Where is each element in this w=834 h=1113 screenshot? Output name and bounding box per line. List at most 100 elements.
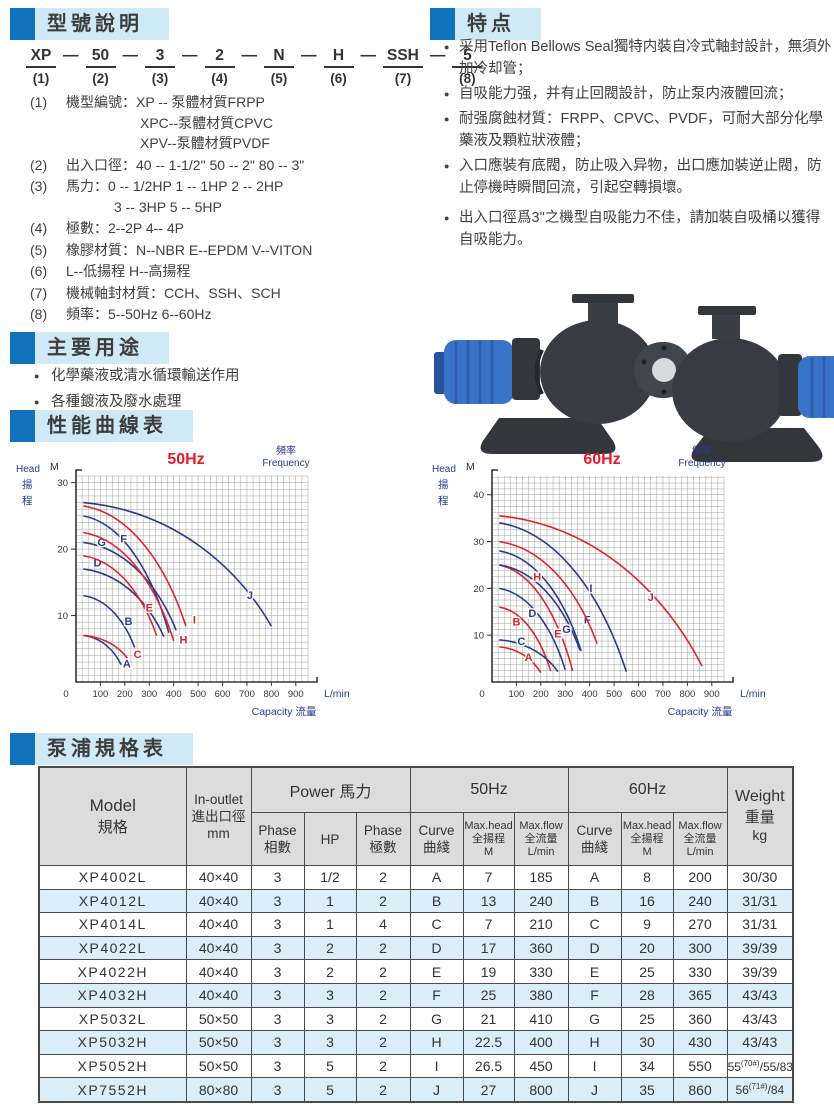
svg-text:60Hz: 60Hz — [583, 451, 620, 468]
item-number: (5) — [30, 241, 48, 258]
curve-I — [83, 505, 187, 627]
data-cell: B — [567, 888, 622, 914]
item-number: (4) — [30, 220, 48, 236]
code-dash: — — [182, 47, 198, 64]
data-cell: 19 — [462, 959, 515, 984]
table-row-XP4002L: XP4002L 40×40 3 1/2 2 A 7 185 A 8 200 30/30 — [38, 865, 794, 890]
col-header-phase: Phase 相數 — [250, 812, 305, 866]
item-text: 極數：2--2P 4-- 4P — [66, 220, 184, 236]
data-cell: I — [567, 1053, 622, 1079]
data-cell: 3 — [303, 982, 357, 1008]
curve-J — [499, 514, 703, 667]
svg-text:800: 800 — [263, 689, 279, 700]
code-segment-(6): H (6) — [323, 47, 354, 87]
data-cell: 3 — [250, 1006, 305, 1032]
spec-table-body: XP4002L 40×40 3 1/2 2 A 7 185 A 8 200 30/30 XP4012L 4… — [38, 865, 794, 1103]
item-text: L--低揚程 H--高揚程 — [66, 263, 191, 279]
data-cell: 360 — [513, 935, 569, 961]
model-explain-item: (4) 極數：2--2P 4-- 4P — [30, 218, 432, 239]
data-cell: 430 — [672, 1030, 728, 1055]
curve-label-C: C — [517, 636, 525, 648]
data-cell: 2 — [355, 1006, 411, 1032]
code-dash: — — [429, 47, 446, 64]
data-cell: 270 — [672, 912, 728, 937]
svg-text:100: 100 — [92, 689, 108, 700]
code-index: (1) — [32, 71, 50, 86]
data-cell: 330 — [513, 959, 569, 984]
code-index: (2) — [92, 71, 109, 86]
data-cell: 25 — [620, 959, 674, 984]
svg-text:10: 10 — [473, 631, 484, 642]
data-cell: 17 — [462, 935, 515, 961]
col-header-maxhead-60: Max.head 全揚程 M — [620, 812, 674, 866]
model-cell: XP5032H — [38, 1030, 187, 1055]
weight-cell: 31/31 — [726, 912, 794, 937]
data-cell: J — [409, 1077, 464, 1103]
data-cell: 3 — [250, 865, 305, 890]
data-cell: D — [567, 935, 622, 961]
data-cell: 380 — [513, 982, 569, 1008]
data-cell: 2 — [355, 959, 411, 984]
data-cell: 1 — [303, 912, 357, 937]
svg-text:Head: Head — [16, 464, 40, 475]
svg-text:M: M — [50, 461, 59, 473]
curve-B — [83, 594, 136, 648]
section-title: 性能曲線表 — [35, 410, 193, 442]
data-cell: 20 — [620, 935, 674, 961]
curve-label-D: D — [94, 557, 102, 569]
code-value: XP — [26, 47, 56, 68]
data-cell: 200 — [672, 865, 728, 890]
section-header-spec-table: 泵浦規格表 — [10, 733, 193, 765]
data-cell: 28 — [620, 982, 674, 1008]
svg-text:50Hz: 50Hz — [167, 451, 204, 468]
data-cell: 40×40 — [185, 935, 252, 961]
feature-bullet: 采用Teflon Bellows Seal獨特内裝自冷式軸封設計，無須外加冷却管… — [444, 36, 834, 80]
curve-label-G: G — [562, 624, 571, 636]
data-cell: 1/2 — [303, 865, 357, 890]
svg-text:300: 300 — [141, 689, 157, 700]
data-cell: 3 — [250, 1053, 305, 1079]
curve-label-H: H — [179, 634, 187, 646]
data-cell: C — [409, 912, 464, 937]
data-cell: H — [409, 1030, 464, 1055]
svg-text:揚: 揚 — [438, 478, 449, 491]
data-cell: E — [567, 959, 622, 984]
svg-text:0: 0 — [479, 689, 484, 700]
svg-text:頻率: 頻率 — [692, 444, 712, 457]
data-cell: 5 — [303, 1077, 357, 1103]
svg-text:600: 600 — [631, 689, 647, 700]
data-cell: 40×40 — [185, 865, 252, 890]
col-header-weight: Weight 重量 kg — [726, 766, 794, 866]
item-number: (3) — [30, 178, 48, 194]
data-cell: 450 — [513, 1053, 569, 1079]
curve-A — [499, 646, 542, 674]
data-cell: A — [409, 865, 464, 890]
data-cell: 2 — [355, 935, 411, 961]
svg-text:700: 700 — [655, 689, 671, 700]
svg-text:500: 500 — [190, 689, 206, 700]
data-cell: 26.5 — [462, 1053, 515, 1079]
curve-J — [83, 501, 273, 627]
svg-text:700: 700 — [239, 689, 255, 700]
data-cell: 3 — [250, 888, 305, 914]
data-cell: 185 — [513, 865, 569, 890]
svg-text:20: 20 — [473, 584, 484, 595]
header-accent-square — [10, 332, 35, 364]
svg-text:900: 900 — [288, 689, 304, 700]
model-explain-list: (1) 機型編號：XP -- 泵體材質FRPP XPC--泵體材質CPVC XPV--… — [30, 92, 432, 326]
data-cell: 3 — [250, 959, 305, 984]
code-segment-(1): XP (1) — [26, 47, 56, 87]
model-explain-item: (3) 馬力：0 -- 1/2HP 1 -- 1HP 2 -- 2HP 3 -- 3… — [30, 176, 432, 217]
code-value: 3 — [145, 47, 175, 68]
code-index: (5) — [270, 71, 288, 86]
data-cell: 25 — [462, 982, 515, 1008]
data-cell: 400 — [513, 1030, 569, 1055]
data-cell: 240 — [672, 888, 728, 914]
svg-text:Head: Head — [432, 464, 456, 475]
weight-cell: 31/31 — [726, 888, 794, 914]
data-cell: 13 — [462, 888, 515, 914]
model-cell: XP5052H — [38, 1053, 187, 1079]
section-header-model-explain: 型號說明 — [10, 8, 169, 40]
data-cell: 240 — [513, 888, 569, 914]
